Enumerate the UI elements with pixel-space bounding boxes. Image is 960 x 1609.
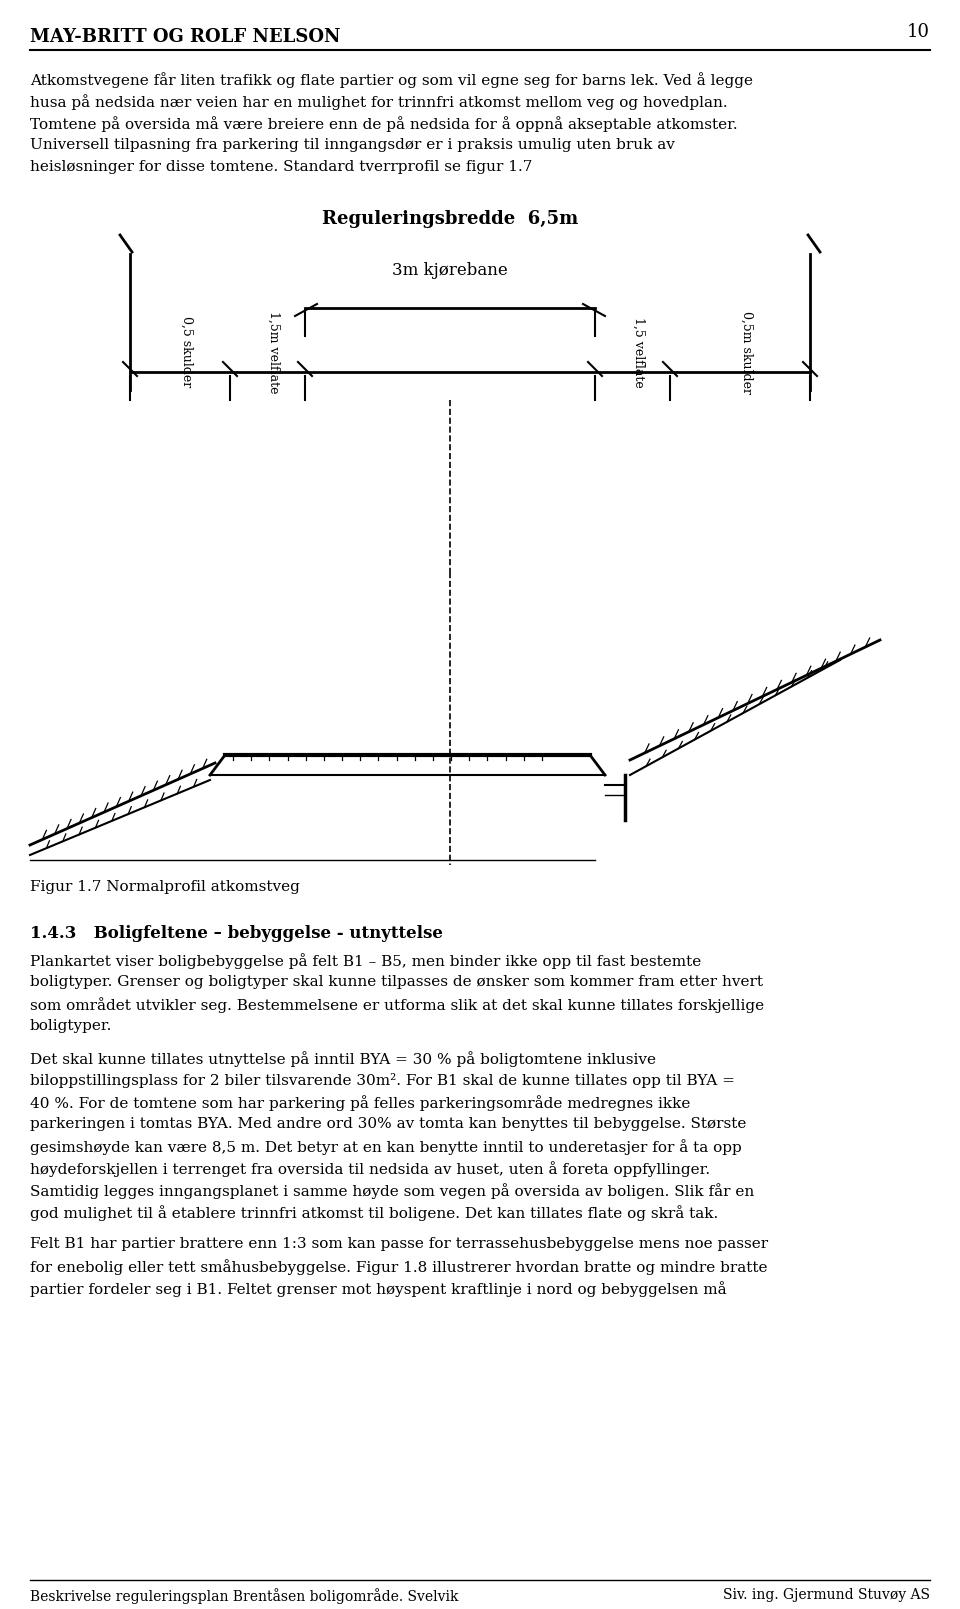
Text: Siv. ing. Gjermund Stuvøy AS: Siv. ing. Gjermund Stuvøy AS xyxy=(723,1588,930,1603)
Text: for enebolig eller tett småhusbebyggelse. Figur 1.8 illustrerer hvordan bratte o: for enebolig eller tett småhusbebyggelse… xyxy=(30,1258,767,1274)
Text: 1,5 velflate: 1,5 velflate xyxy=(633,317,645,388)
Text: biloppstillingsplass for 2 biler tilsvarende 30m². For B1 skal de kunne tillates: biloppstillingsplass for 2 biler tilsvar… xyxy=(30,1073,734,1088)
Text: gesimshøyde kan være 8,5 m. Det betyr at en kan benytte inntil to underetasjer f: gesimshøyde kan være 8,5 m. Det betyr at… xyxy=(30,1139,742,1155)
Text: Plankartet viser boligbebyggelse på felt B1 – B5, men binder ikke opp til fast b: Plankartet viser boligbebyggelse på felt… xyxy=(30,953,701,969)
Text: som området utvikler seg. Bestemmelsene er utforma slik at det skal kunne tillat: som området utvikler seg. Bestemmelsene … xyxy=(30,998,764,1014)
Text: boligtyper. Grenser og boligtyper skal kunne tilpasses de ønsker som kommer fram: boligtyper. Grenser og boligtyper skal k… xyxy=(30,975,763,990)
Text: 3m kjørebane: 3m kjørebane xyxy=(392,262,508,278)
Text: partier fordeler seg i B1. Feltet grenser mot høyspent kraftlinje i nord og beby: partier fordeler seg i B1. Feltet grense… xyxy=(30,1281,727,1297)
Text: Reguleringsbredde  6,5m: Reguleringsbredde 6,5m xyxy=(322,211,578,228)
Text: MAY-BRITT OG ROLF NELSON: MAY-BRITT OG ROLF NELSON xyxy=(30,27,341,47)
Text: 10: 10 xyxy=(907,23,930,40)
Text: Atkomstvegene får liten trafikk og flate partier og som vil egne seg for barns l: Atkomstvegene får liten trafikk og flate… xyxy=(30,72,753,88)
Text: boligtyper.: boligtyper. xyxy=(30,1018,112,1033)
Text: Figur 1.7 Normalprofil atkomstveg: Figur 1.7 Normalprofil atkomstveg xyxy=(30,880,300,895)
Text: Universell tilpasning fra parkering til inngangsdør er i praksis umulig uten bru: Universell tilpasning fra parkering til … xyxy=(30,138,675,151)
Text: 40 %. For de tomtene som har parkering på felles parkeringsområde medregnes ikke: 40 %. For de tomtene som har parkering p… xyxy=(30,1096,690,1110)
Text: 1,5m velflate: 1,5m velflate xyxy=(268,311,280,393)
Text: Felt B1 har partier brattere enn 1:3 som kan passe for terrassehusbebyggelse men: Felt B1 har partier brattere enn 1:3 som… xyxy=(30,1237,768,1252)
Text: 0,5 skulder: 0,5 skulder xyxy=(180,317,193,388)
Text: husa på nedsida nær veien har en mulighet for trinnfri atkomst mellom veg og hov: husa på nedsida nær veien har en mulighe… xyxy=(30,93,728,109)
Text: 1.4.3   Boligfeltene – bebyggelse - utnyttelse: 1.4.3 Boligfeltene – bebyggelse - utnytt… xyxy=(30,925,443,941)
Text: høydeforskjellen i terrenget fra oversida til nedsida av huset, uten å foreta op: høydeforskjellen i terrenget fra oversid… xyxy=(30,1162,710,1176)
Text: Det skal kunne tillates utnyttelse på inntil BYA = 30 % på boligtomtene inklusiv: Det skal kunne tillates utnyttelse på in… xyxy=(30,1051,656,1067)
Text: Samtidig legges inngangsplanet i samme høyde som vegen på oversida av boligen. S: Samtidig legges inngangsplanet i samme h… xyxy=(30,1183,755,1199)
Text: god mulighet til å etablere trinnfri atkomst til boligene. Det kan tillates flat: god mulighet til å etablere trinnfri atk… xyxy=(30,1205,718,1221)
Text: Beskrivelse reguleringsplan Brentåsen boligområde. Svelvik: Beskrivelse reguleringsplan Brentåsen bo… xyxy=(30,1588,459,1604)
Text: parkeringen i tomtas BYA. Med andre ord 30% av tomta kan benyttes til bebyggelse: parkeringen i tomtas BYA. Med andre ord … xyxy=(30,1117,746,1131)
Text: Tomtene på oversida må være breiere enn de på nedsida for å oppnå akseptable atk: Tomtene på oversida må være breiere enn … xyxy=(30,116,737,132)
Text: 0,5m skulder: 0,5m skulder xyxy=(740,311,753,394)
Text: heisløsninger for disse tomtene. Standard tverrprofil se figur 1.7: heisløsninger for disse tomtene. Standar… xyxy=(30,159,533,174)
